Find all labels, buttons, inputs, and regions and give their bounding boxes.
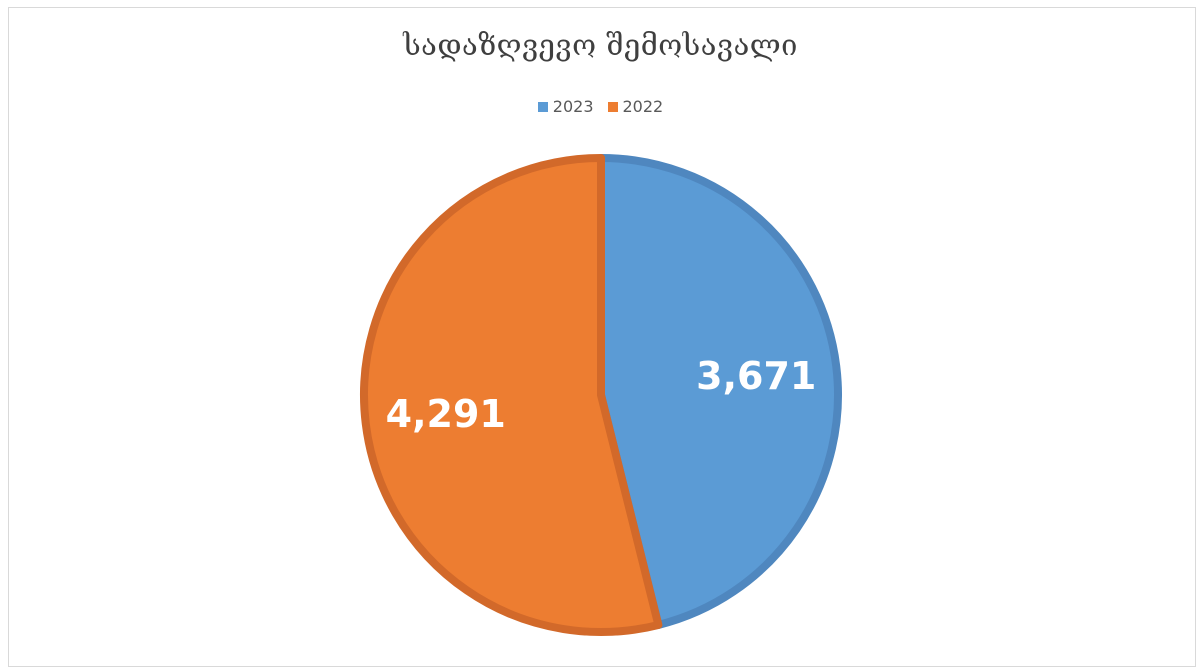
legend-item-2022: 2022 — [607, 97, 664, 116]
legend: 2023 2022 — [0, 97, 1201, 116]
chart-title: სადაზღვევო შემოსავალი — [403, 28, 798, 62]
pie-slice-2022 — [360, 154, 663, 636]
legend-swatch-2023 — [537, 101, 548, 112]
legend-label-2022: 2022 — [622, 97, 664, 116]
data-label-2022: 4,291 — [386, 392, 506, 436]
legend-label-2023: 2023 — [552, 97, 594, 116]
legend-swatch-2022 — [607, 101, 618, 112]
data-label-2023: 3,671 — [696, 354, 816, 398]
pie-slice-2023 — [597, 154, 842, 629]
legend-item-2023: 2023 — [537, 97, 594, 116]
